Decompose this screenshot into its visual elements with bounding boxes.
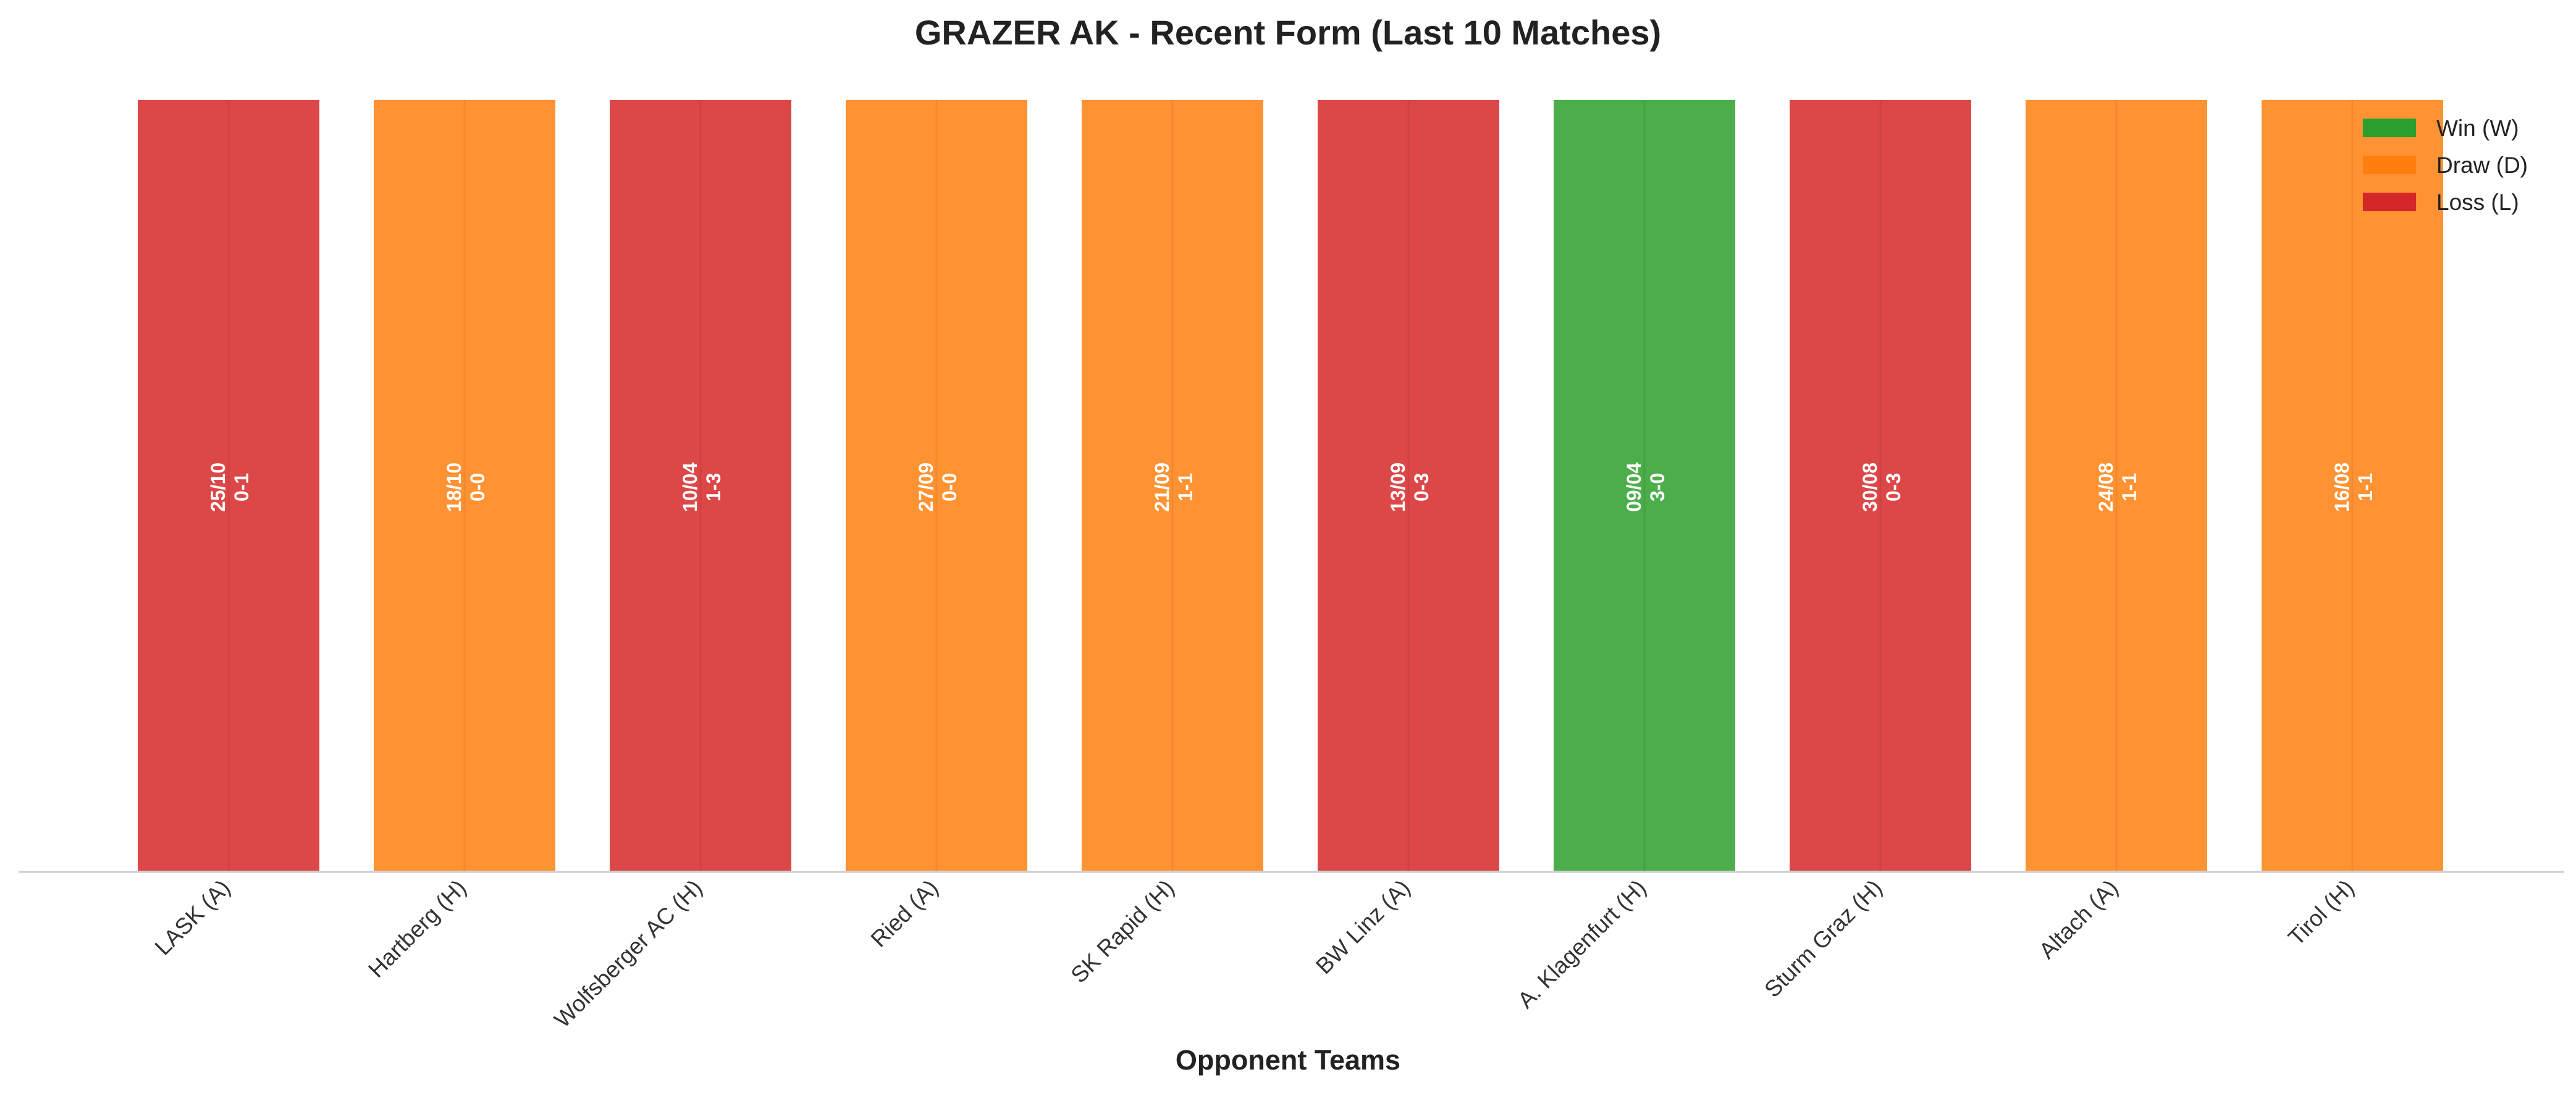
bar-label-8: 30/080-3 — [1859, 463, 1905, 512]
match-score: 0-0 — [466, 473, 489, 501]
x-axis-label: Opponent Teams — [1176, 1044, 1400, 1076]
match-date: 13/09 — [1387, 463, 1409, 512]
match-date: 10/04 — [679, 463, 701, 512]
match-score: 3-0 — [1646, 473, 1669, 501]
bar-label-6: 13/090-3 — [1387, 463, 1433, 512]
bar-label-7: 09/043-0 — [1623, 463, 1669, 512]
x-tick-labels: LASK (A) Hartberg (H) Wolfsberger AC (H) Ri… — [150, 875, 2359, 1032]
x-tick-label: Tirol (H) — [2283, 875, 2359, 950]
bar-10 — [2259, 98, 2446, 873]
match-score: 0-3 — [1882, 473, 1905, 501]
x-tick-label: Ried (A) — [866, 875, 943, 952]
match-score: 0-0 — [938, 473, 961, 501]
x-tick-label: Altach (A) — [2034, 875, 2123, 964]
match-date: 27/09 — [915, 463, 937, 512]
bars-group: 25/100-1 18/100-0 10/041-3 27/090-0 21/091-1… — [135, 98, 2446, 873]
bar-label-3: 10/041-3 — [679, 463, 725, 512]
bar-label-9: 24/081-1 — [2095, 463, 2140, 512]
match-score: 0-3 — [1410, 473, 1433, 501]
bar-label-5: 21/091-1 — [1151, 463, 1197, 512]
bar-5 — [1079, 98, 1266, 873]
match-score: 1-1 — [1174, 473, 1197, 501]
bar-6 — [1315, 98, 1502, 873]
legend: Win (W) Draw (D) Loss (L) — [2363, 115, 2528, 215]
match-date: 25/10 — [207, 463, 229, 512]
x-tick-label: BW Linz (A) — [1311, 875, 1415, 979]
bar-7 — [1551, 98, 1738, 873]
legend-label-w: Win (W) — [2436, 115, 2519, 141]
x-tick-label: Sturm Graz (H) — [1759, 875, 1887, 1002]
legend-label-l: Loss (L) — [2436, 190, 2519, 215]
x-tick-label: A. Klagenfurt (H) — [1513, 875, 1651, 1013]
match-date: 24/08 — [2095, 463, 2117, 512]
bar-label-4: 27/090-0 — [915, 463, 961, 512]
bar-3 — [607, 98, 794, 873]
match-date: 09/04 — [1623, 463, 1645, 512]
match-score: 1-3 — [702, 473, 725, 501]
legend-swatch-l — [2363, 193, 2416, 211]
legend-label-d: Draw (D) — [2436, 153, 2528, 178]
x-tick-label: SK Rapid (H) — [1066, 875, 1179, 988]
x-tick-label: Hartberg (H) — [363, 875, 471, 982]
match-score: 1-1 — [2118, 473, 2140, 501]
x-tick-label: Wolfsberger AC (H) — [549, 875, 707, 1032]
legend-swatch-d — [2363, 156, 2416, 174]
match-date: 21/09 — [1151, 463, 1173, 512]
match-date: 16/08 — [2331, 463, 2353, 512]
match-date: 18/10 — [443, 463, 465, 512]
bar-label-10: 16/081-1 — [2331, 463, 2376, 512]
bar-label-2: 18/100-0 — [443, 463, 489, 512]
bar-2 — [371, 98, 558, 873]
legend-swatch-w — [2363, 119, 2416, 137]
match-score: 0-1 — [230, 473, 253, 501]
match-score: 1-1 — [2354, 473, 2376, 501]
chart-title: GRAZER AK - Recent Form (Last 10 Matches… — [915, 13, 1661, 52]
bar-4 — [843, 98, 1030, 873]
bar-1 — [135, 98, 322, 873]
bar-label-1: 25/100-1 — [207, 463, 253, 512]
match-date: 30/08 — [1859, 463, 1881, 512]
x-tick-label: LASK (A) — [150, 875, 235, 960]
